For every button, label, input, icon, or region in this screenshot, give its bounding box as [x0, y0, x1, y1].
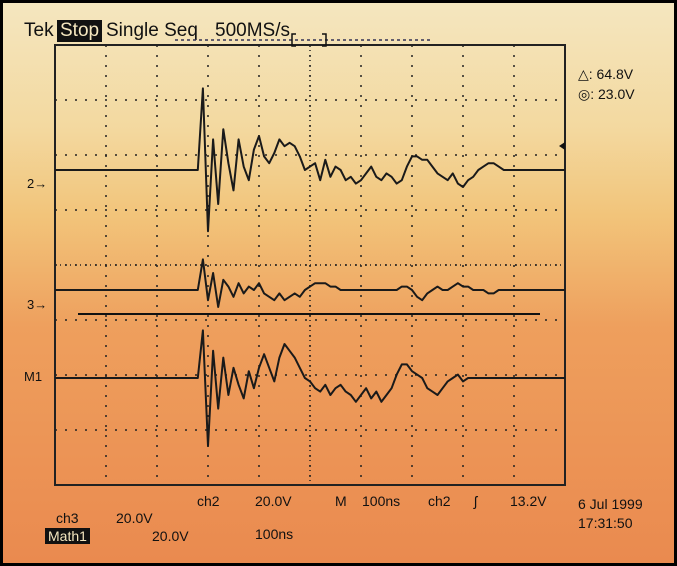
- scope-screen: [3, 3, 674, 563]
- math-channel-badge: Math1: [45, 528, 90, 544]
- timebase-value: 100ns: [362, 493, 401, 509]
- cursor-delta-readout: △: 64.8V: [578, 66, 634, 82]
- waveform-ch2: [55, 87, 565, 233]
- timebase-label: M: [335, 493, 347, 509]
- acquisition-state-badge: Stop: [57, 20, 103, 42]
- trigger-level-arrow: [559, 142, 565, 150]
- ch2-scale-value: 20.0V: [255, 493, 292, 509]
- waveform-chM1: [55, 329, 565, 447]
- record-window-bracket: [291, 33, 327, 47]
- ch3-ground-marker: 3→: [27, 297, 48, 312]
- waveform-ch3: [55, 258, 565, 308]
- acquisition-mode-label: Single Seq: [106, 20, 198, 41]
- brand-label: Tek: [24, 20, 54, 41]
- ch2-channel-label: ch2: [197, 493, 220, 509]
- ch3-channel-label: ch3: [56, 510, 79, 526]
- date-label: 6 Jul 1999: [578, 496, 643, 512]
- time-label: 17:31:50: [578, 515, 633, 531]
- math-time-value: 100ns: [255, 526, 294, 542]
- trigger-level-value: 13.2V: [510, 493, 547, 509]
- cursor-absolute-readout: ◎: 23.0V: [578, 86, 635, 102]
- math-scale-value: 20.0V: [152, 528, 189, 544]
- trigger-source-label: ch2: [428, 493, 451, 509]
- sample-rate-label: 500MS/s: [215, 20, 290, 41]
- ch2-ground-marker: 2→: [27, 176, 48, 191]
- math-ground-marker: M1: [24, 369, 43, 384]
- ch3-scale-value: 20.0V: [116, 510, 153, 526]
- trigger-slope-icon: ʃ: [474, 493, 478, 509]
